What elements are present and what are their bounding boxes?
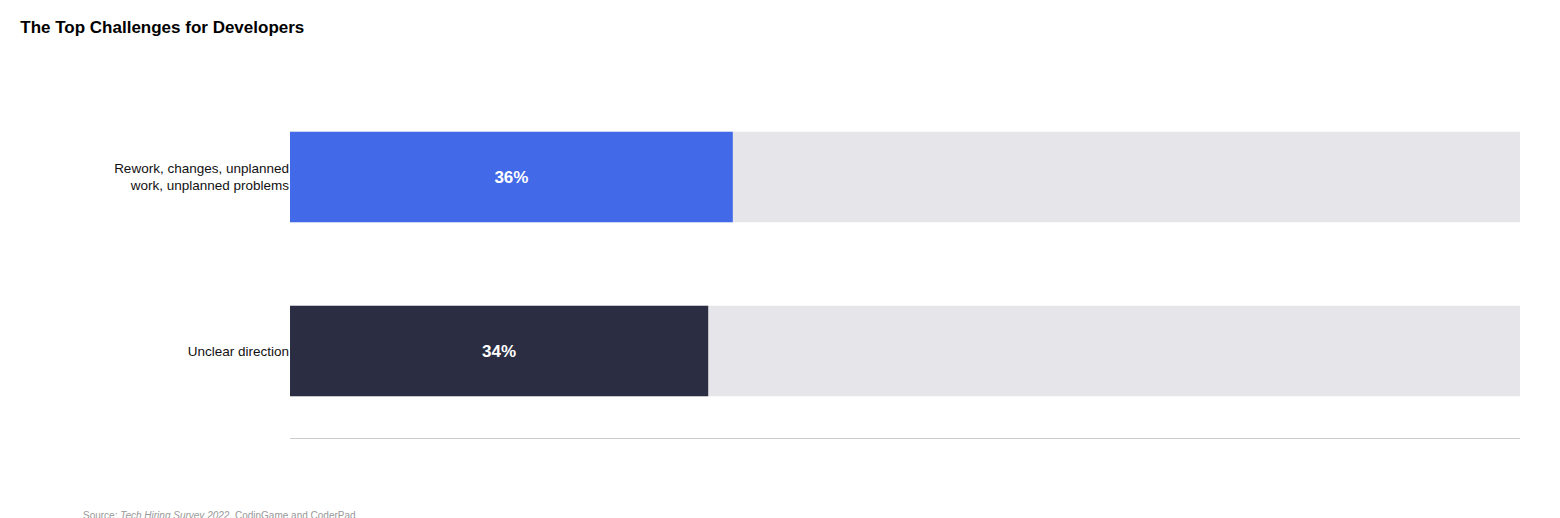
- svg-text:36%: 36%: [494, 168, 528, 187]
- svg-text:Source: Tech Hiring Survey 202: Source: Tech Hiring Survey 2022, CodinGa…: [83, 510, 356, 518]
- svg-text:Rework, changes, unplannedwork: Rework, changes, unplannedwork, unplanne…: [114, 161, 289, 194]
- svg-text:34%: 34%: [482, 342, 516, 361]
- svg-text:The Top Challenges for Develop: The Top Challenges for Developers: [20, 18, 304, 37]
- svg-text:Unclear direction: Unclear direction: [188, 344, 289, 359]
